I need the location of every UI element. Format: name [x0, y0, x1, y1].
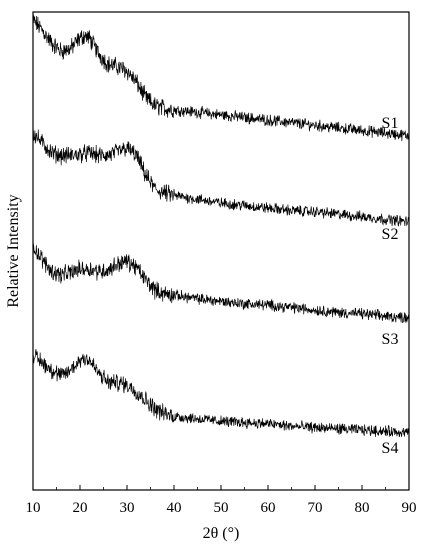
series-label-s1: S1: [382, 115, 399, 132]
y-axis-title: Relative Intensity: [5, 194, 22, 307]
series-group: [32, 14, 410, 438]
x-tick-label: 50: [214, 500, 229, 516]
series-line-s4: [32, 349, 410, 438]
x-tick-label: 80: [355, 500, 370, 516]
x-tick-label: 10: [26, 500, 41, 516]
x-tick-label: 30: [120, 500, 135, 516]
series-label-s4: S4: [382, 440, 399, 457]
x-tick-label: 70: [308, 500, 323, 516]
series-label-s2: S2: [382, 226, 399, 243]
series-label-s3: S3: [382, 331, 399, 348]
x-axis: 10 20 30 40 50 60 70 80 90: [26, 485, 417, 516]
series-line-s1: [32, 14, 409, 142]
x-axis-title: 2θ (°): [203, 525, 240, 542]
series-line-s2: [32, 129, 410, 227]
x-tick-label: 90: [402, 500, 417, 516]
x-tick-label: 40: [167, 500, 182, 516]
series-labels: S1 S2 S3 S4: [382, 115, 399, 457]
x-tick-label: 60: [261, 500, 276, 516]
series-line-s3: [32, 240, 410, 324]
x-tick-label: 20: [73, 500, 88, 516]
